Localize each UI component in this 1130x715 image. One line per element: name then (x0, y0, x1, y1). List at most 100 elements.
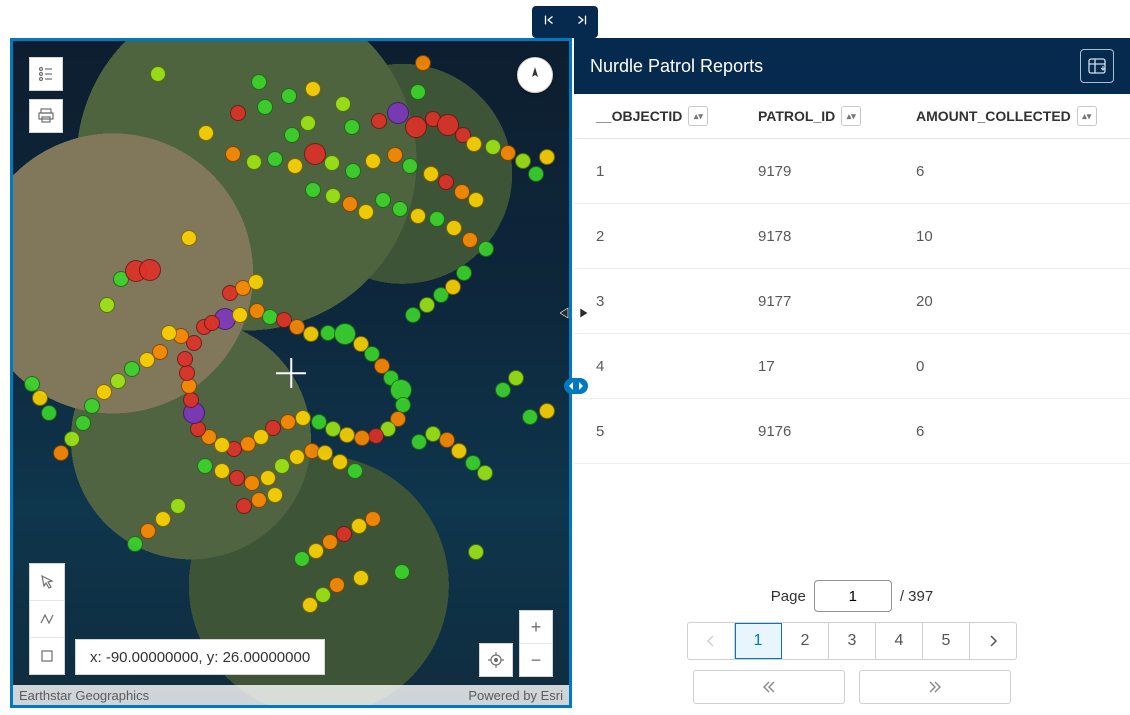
map-point[interactable] (335, 96, 351, 112)
map-point[interactable] (375, 192, 391, 208)
page-prev-button[interactable] (688, 623, 735, 659)
map-point[interactable] (342, 196, 358, 212)
map-point[interactable] (280, 414, 296, 430)
map-point[interactable] (387, 147, 403, 163)
map-point[interactable] (41, 405, 57, 421)
page-last-button[interactable] (859, 670, 1011, 704)
map-point[interactable] (304, 143, 326, 165)
map-point[interactable] (177, 351, 193, 367)
map-point[interactable] (303, 326, 319, 342)
table-row[interactable]: 5917662 (574, 399, 1130, 464)
column-header-standard[interactable]: STANDAR (1116, 108, 1130, 124)
map-point[interactable] (281, 88, 297, 104)
map-point[interactable] (468, 192, 484, 208)
map-point[interactable] (179, 365, 195, 381)
map-point[interactable] (446, 220, 462, 236)
map-point[interactable] (339, 427, 355, 443)
table-row[interactable]: 39177200 (574, 269, 1130, 334)
map-point[interactable] (64, 431, 80, 447)
map-point[interactable] (32, 390, 48, 406)
map-point[interactable] (423, 166, 439, 182)
map-point[interactable] (99, 297, 115, 313)
table-row[interactable]: 1917960 (574, 139, 1130, 204)
map-point[interactable] (161, 325, 177, 341)
map-point[interactable] (462, 232, 478, 248)
sort-icon[interactable]: ▴▾ (688, 106, 708, 126)
map-point[interactable] (240, 436, 256, 452)
map-point[interactable] (84, 398, 100, 414)
map-point[interactable] (315, 587, 331, 603)
map-point[interactable] (415, 55, 431, 71)
map-point[interactable] (140, 523, 156, 539)
map-point[interactable] (225, 146, 241, 162)
map-point[interactable] (110, 373, 126, 389)
page-button-1[interactable]: 1 (735, 623, 782, 659)
map-point[interactable] (229, 470, 245, 486)
map-point[interactable] (96, 384, 112, 400)
map-point[interactable] (183, 392, 199, 408)
zoom-in-button[interactable]: + (520, 611, 552, 644)
page-first-button[interactable] (693, 670, 845, 704)
map-point[interactable] (302, 597, 318, 613)
page-button-4[interactable]: 4 (876, 623, 923, 659)
map-point[interactable] (515, 153, 531, 169)
map-point[interactable] (329, 577, 345, 593)
map-point[interactable] (402, 158, 418, 174)
map-point[interactable] (445, 279, 461, 295)
panel-resize-arrows[interactable] (560, 306, 588, 324)
map-point[interactable] (347, 463, 363, 479)
map-point[interactable] (246, 154, 262, 170)
map-point[interactable] (508, 370, 524, 386)
map-point[interactable] (419, 297, 435, 313)
page-number-input[interactable] (814, 580, 892, 612)
map-point[interactable] (500, 145, 516, 161)
map-point[interactable] (539, 149, 555, 165)
map-point[interactable] (468, 544, 484, 560)
map-point[interactable] (410, 84, 426, 100)
map-point[interactable] (294, 551, 310, 567)
map-point[interactable] (485, 139, 501, 155)
map-point[interactable] (251, 492, 267, 508)
map-point[interactable] (429, 211, 445, 227)
map-point[interactable] (353, 570, 369, 586)
map-point[interactable] (155, 511, 171, 527)
legend-button[interactable] (29, 57, 63, 91)
map-point[interactable] (477, 465, 493, 481)
map-point[interactable] (204, 315, 220, 331)
map-point[interactable] (230, 105, 246, 121)
column-header-patrolid[interactable]: PATROL_ID ▴▾ (736, 106, 894, 126)
map-point[interactable] (451, 443, 467, 459)
map-panel[interactable]: x: -90.00000000, y: 26.00000000 + − Eart… (10, 38, 572, 708)
map-point[interactable] (139, 259, 161, 281)
map-point[interactable] (344, 119, 360, 135)
map-point[interactable] (150, 66, 166, 82)
map-point[interactable] (75, 415, 91, 431)
page-button-3[interactable]: 3 (829, 623, 876, 659)
table-row[interactable]: 41700 (574, 334, 1130, 399)
map-point[interactable] (232, 307, 248, 323)
panel-resize-handle[interactable] (564, 378, 588, 394)
map-point[interactable] (456, 265, 472, 281)
map-point[interactable] (354, 430, 370, 446)
table-row[interactable]: 29178100 (574, 204, 1130, 269)
page-button-2[interactable]: 2 (782, 623, 829, 659)
map-point[interactable] (267, 151, 283, 167)
map-point[interactable] (495, 382, 511, 398)
map-point[interactable] (181, 230, 197, 246)
map-point[interactable] (365, 511, 381, 527)
map-point[interactable] (332, 454, 348, 470)
map-point[interactable] (438, 174, 454, 190)
map-point[interactable] (127, 536, 143, 552)
map-point[interactable] (267, 487, 283, 503)
sort-icon[interactable]: ▴▾ (841, 106, 861, 126)
page-next-button[interactable] (970, 623, 1016, 659)
map-point[interactable] (368, 428, 384, 444)
map-point[interactable] (251, 74, 267, 90)
zoom-out-button[interactable]: − (520, 644, 552, 676)
map-point[interactable] (358, 204, 374, 220)
map-point[interactable] (260, 470, 276, 486)
map-point[interactable] (305, 182, 321, 198)
map-point[interactable] (295, 410, 311, 426)
map-point[interactable] (405, 116, 427, 138)
map-point[interactable] (405, 307, 421, 323)
